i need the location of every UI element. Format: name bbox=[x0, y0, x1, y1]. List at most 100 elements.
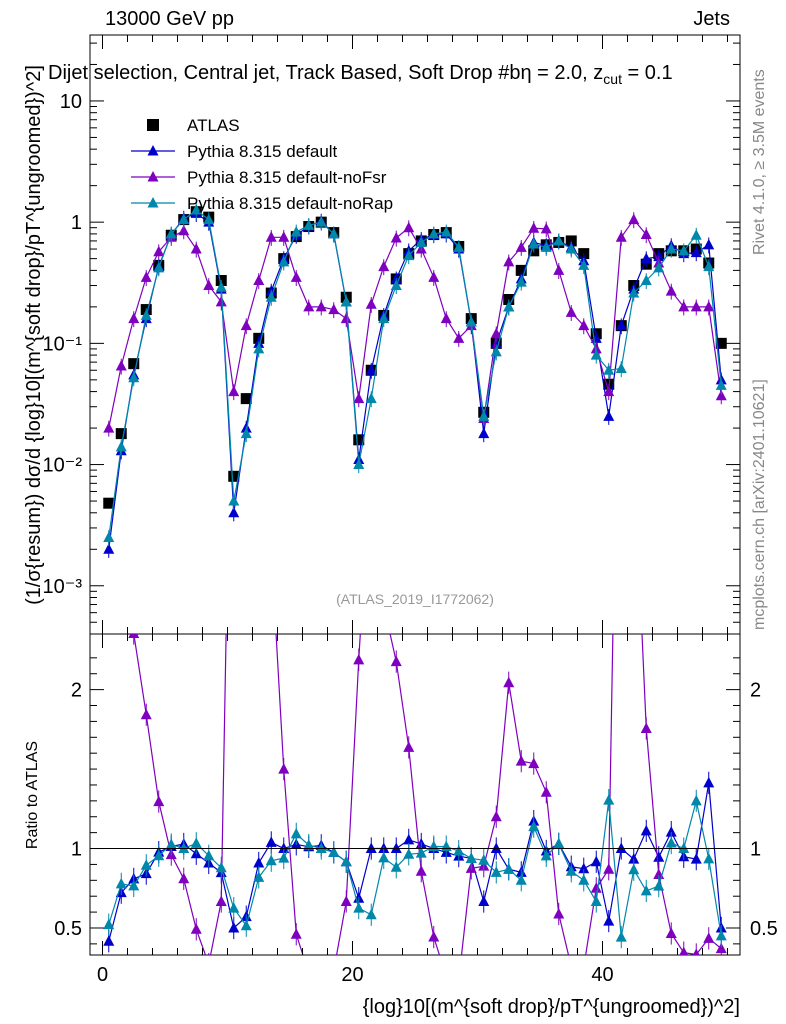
mc-data-point bbox=[715, 379, 727, 390]
mc-data-point bbox=[353, 458, 365, 470]
legend: ATLAS Pythia 8.315 default Pythia 8.315 de… bbox=[131, 116, 393, 213]
ratio-point bbox=[153, 849, 165, 861]
ratio-point bbox=[465, 852, 477, 863]
ratio-line-noFsr bbox=[133, 634, 722, 955]
ratio-point bbox=[403, 848, 415, 859]
mc-data-point bbox=[640, 252, 652, 264]
legend-label-noRap: Pythia 8.315 default-noRap bbox=[187, 194, 393, 213]
ratio-series-noFsr bbox=[128, 366, 727, 978]
mc-data-point bbox=[328, 303, 340, 315]
mc-data-point bbox=[340, 312, 352, 324]
ratio-plot-area bbox=[103, 366, 727, 978]
mc-data-point bbox=[340, 295, 352, 307]
ratio-point bbox=[128, 879, 140, 891]
legend-label-noFsr: Pythia 8.315 default-noFsr bbox=[187, 168, 387, 187]
collider-label: 13000 GeV pp bbox=[105, 8, 234, 30]
ratio-plot-frame bbox=[89, 633, 741, 956]
rivet-version-label: Rivet 4.1.0, ≥ 3.5M events bbox=[751, 69, 768, 255]
main-plot-area bbox=[103, 202, 727, 558]
mc-data-point bbox=[515, 241, 527, 252]
mc-data-point bbox=[640, 228, 652, 240]
atlas-data-point bbox=[353, 434, 365, 446]
ratio-point bbox=[603, 794, 615, 805]
ratio-point bbox=[266, 543, 277, 554]
ratio-point bbox=[690, 794, 702, 806]
mc-data-point bbox=[390, 279, 402, 291]
mc-data-point bbox=[365, 364, 377, 375]
ratio-point bbox=[615, 842, 627, 854]
atlas-data-point bbox=[240, 393, 252, 405]
atlas-data-point bbox=[128, 358, 140, 370]
ratio-point bbox=[353, 902, 365, 913]
mc-data-point bbox=[228, 385, 240, 397]
ratio-point bbox=[503, 676, 515, 688]
ratio-point bbox=[428, 931, 440, 942]
ratio-tick-label: 2 bbox=[71, 680, 82, 702]
analysis-category-label: Jets bbox=[693, 8, 730, 30]
ratio-point bbox=[140, 708, 152, 720]
mc-data-point bbox=[615, 319, 627, 331]
ratio-point bbox=[190, 923, 202, 934]
mc-data-point bbox=[265, 291, 277, 302]
ratio-point bbox=[415, 847, 427, 858]
mc-data-point bbox=[590, 349, 602, 360]
ratio-point bbox=[566, 961, 577, 972]
mc-data-point bbox=[503, 300, 515, 312]
mc-data-point bbox=[490, 337, 502, 348]
mc-data-point bbox=[103, 531, 115, 543]
ratio-point bbox=[353, 653, 365, 665]
mc-data-point bbox=[290, 225, 302, 237]
ratio-point bbox=[241, 366, 252, 377]
mc-data-point bbox=[703, 300, 715, 312]
ratio-point bbox=[303, 967, 314, 978]
mc-data-point bbox=[365, 298, 377, 309]
atlas-data-point bbox=[103, 497, 115, 509]
ratio-point bbox=[703, 776, 715, 788]
mc-data-point bbox=[415, 236, 427, 247]
ratio-point bbox=[128, 634, 140, 639]
subtitle-cut: cut bbox=[603, 71, 622, 87]
mc-data-point bbox=[290, 271, 302, 282]
legend-marker-atlas bbox=[147, 119, 159, 131]
ratio-point bbox=[553, 907, 565, 919]
mc-data-point bbox=[253, 274, 265, 286]
mc-data-point bbox=[478, 410, 490, 421]
ratio-point bbox=[178, 872, 190, 884]
ratio-point bbox=[290, 928, 302, 939]
ratio-axis-title: Ratio to ATLAS bbox=[24, 741, 41, 849]
ratio-point bbox=[366, 445, 377, 456]
atlas-data-point bbox=[228, 470, 240, 482]
ratio-point bbox=[390, 655, 402, 667]
ratio-tick-label-right: 1 bbox=[750, 839, 761, 861]
mc-data-point bbox=[178, 213, 190, 225]
ratio-point bbox=[690, 853, 702, 864]
mc-data-point bbox=[703, 260, 715, 272]
plot-frames bbox=[89, 34, 741, 956]
mc-data-point bbox=[165, 227, 177, 239]
series-line-noRap bbox=[108, 209, 722, 538]
mc-data-point bbox=[140, 309, 152, 320]
mc-data-point bbox=[253, 342, 265, 354]
ratio-point bbox=[315, 842, 327, 854]
ratio-point bbox=[640, 722, 652, 733]
ratio-point bbox=[415, 865, 427, 876]
ratio-point bbox=[628, 863, 640, 875]
ratio-point bbox=[578, 874, 590, 885]
ratio-point bbox=[515, 755, 527, 766]
mc-data-point bbox=[528, 238, 540, 249]
mc-data-point bbox=[228, 506, 240, 518]
ratio-point bbox=[628, 853, 640, 864]
atlas-data-point bbox=[515, 264, 527, 276]
ratio-point bbox=[365, 842, 377, 854]
mc-data-point bbox=[515, 276, 527, 287]
mc-data-point bbox=[540, 241, 552, 252]
mc-data-point bbox=[453, 332, 465, 343]
ratio-point bbox=[178, 842, 190, 854]
mc-data-point bbox=[478, 427, 490, 439]
mc-data-point bbox=[615, 231, 627, 242]
mc-data-point bbox=[228, 495, 240, 506]
ratio-point bbox=[540, 849, 552, 861]
ratio-point bbox=[253, 856, 265, 868]
ratio-point bbox=[515, 874, 527, 885]
mc-data-point bbox=[140, 271, 152, 282]
